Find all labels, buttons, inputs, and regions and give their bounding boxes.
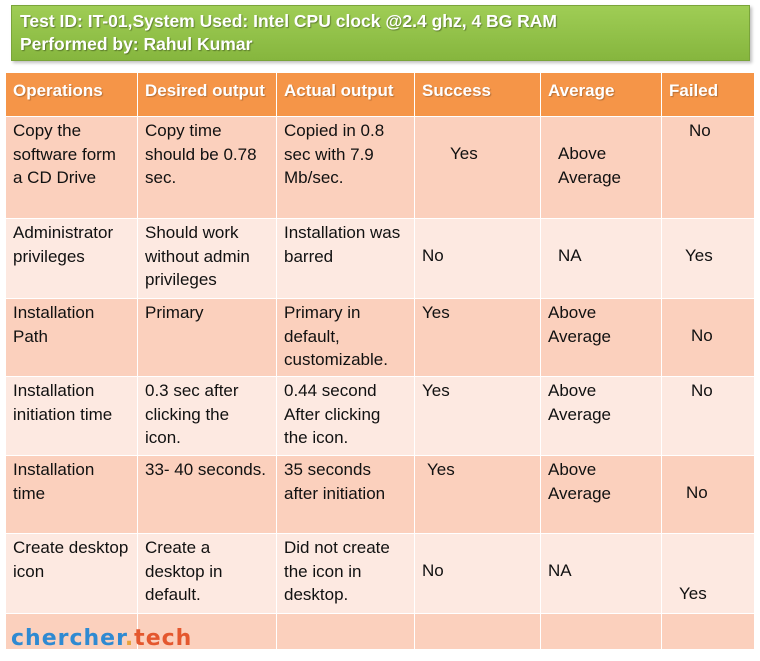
- cell-average: [540, 613, 662, 650]
- header-average: Average: [540, 72, 662, 117]
- chercher-tech-logo: chercher.tech: [11, 626, 193, 651]
- cell-average: NA: [540, 218, 662, 299]
- cell-success: [414, 613, 541, 650]
- cell-failed: No: [661, 298, 755, 377]
- cell-actual-output: Primary in default, customizable.: [276, 298, 415, 377]
- cell-average: NA: [540, 533, 662, 614]
- cell-actual-output: [276, 613, 415, 650]
- cell-average: Above Average: [540, 298, 662, 377]
- table-header-row: Operations Desired output Actual output …: [5, 72, 755, 117]
- table-row: Copy the software form a CD Drive Copy t…: [5, 116, 755, 219]
- performed-by-line: Performed by: Rahul Kumar: [20, 34, 253, 54]
- cell-failed: No: [661, 376, 755, 456]
- cell-average: Above Average: [540, 376, 662, 456]
- cell-operation: Installation Path: [5, 298, 138, 377]
- cell-actual-output: Copied in 0.8 sec with 7.9 Mb/sec.: [276, 116, 415, 219]
- cell-success: Yes: [414, 455, 541, 534]
- cell-success: Yes: [414, 376, 541, 456]
- table-row: [5, 613, 755, 650]
- cell-failed: [661, 613, 755, 650]
- table-row: Installation Path Primary Primary in def…: [5, 298, 755, 377]
- cell-success: No: [414, 533, 541, 614]
- cell-desired-output: [137, 613, 277, 650]
- cell-success: Yes: [414, 116, 541, 219]
- header-success: Success: [414, 72, 541, 117]
- table-row: Administrator privileges Should work wit…: [5, 218, 755, 299]
- cell-desired-output: 33- 40 seconds.: [137, 455, 277, 534]
- header-desired-output: Desired output: [137, 72, 277, 117]
- cell-operation: Create desktop icon: [5, 533, 138, 614]
- test-id-line: Test ID: IT-01,System Used: Intel CPU cl…: [20, 11, 558, 31]
- cell-failed: No: [661, 116, 755, 219]
- table-row: Create desktop icon Create a desktop in …: [5, 533, 755, 614]
- test-info-banner: Test ID: IT-01,System Used: Intel CPU cl…: [11, 5, 750, 61]
- header-operations: Operations: [5, 72, 138, 117]
- cell-success: No: [414, 218, 541, 299]
- cell-average: Above Average: [540, 116, 662, 219]
- header-failed: Failed: [661, 72, 755, 117]
- cell-actual-output: Installation was barred: [276, 218, 415, 299]
- cell-desired-output: Copy time should be 0.78 sec.: [137, 116, 277, 219]
- cell-operation: Installation initiation time: [5, 376, 138, 456]
- test-results-table: Operations Desired output Actual output …: [5, 72, 755, 650]
- cell-actual-output: 0.44 second After clicking the icon.: [276, 376, 415, 456]
- cell-failed: No: [661, 455, 755, 534]
- cell-failed: Yes: [661, 533, 755, 614]
- cell-actual-output: Did not create the icon in desktop.: [276, 533, 415, 614]
- cell-operation: Installation time: [5, 455, 138, 534]
- cell-actual-output: 35 seconds after initiation: [276, 455, 415, 534]
- header-actual-output: Actual output: [276, 72, 415, 117]
- cell-operation: [5, 613, 138, 650]
- table-row: Installation initiation time 0.3 sec aft…: [5, 376, 755, 456]
- cell-operation: Administrator privileges: [5, 218, 138, 299]
- cell-success: Yes: [414, 298, 541, 377]
- cell-desired-output: Primary: [137, 298, 277, 377]
- cell-desired-output: 0.3 sec after clicking the icon.: [137, 376, 277, 456]
- cell-desired-output: Create a desktop in default.: [137, 533, 277, 614]
- table-row: Installation time 33- 40 seconds. 35 sec…: [5, 455, 755, 534]
- cell-failed: Yes: [661, 218, 755, 299]
- cell-desired-output: Should work without admin privileges: [137, 218, 277, 299]
- cell-operation: Copy the software form a CD Drive: [5, 116, 138, 219]
- cell-average: Above Average: [540, 455, 662, 534]
